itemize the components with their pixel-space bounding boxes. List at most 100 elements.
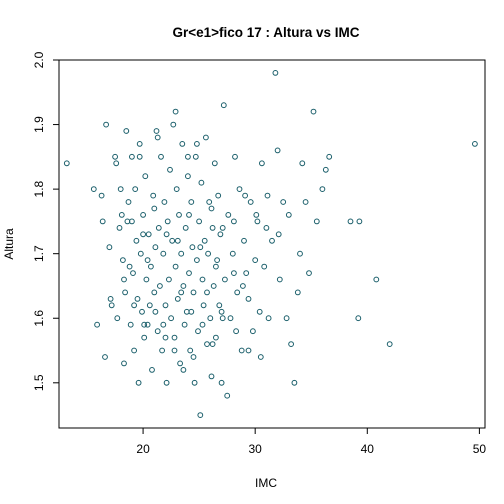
data-point: [151, 205, 158, 212]
data-point: [242, 192, 249, 199]
data-point: [158, 153, 164, 160]
data-point: [141, 334, 148, 341]
data-point: [195, 328, 201, 335]
data-points: [63, 70, 478, 419]
data-point: [162, 334, 169, 341]
x-tick-label: 30: [249, 442, 263, 456]
data-point: [215, 192, 222, 199]
data-point: [159, 347, 166, 354]
data-point: [200, 302, 207, 309]
data-point: [135, 379, 142, 386]
data-point: [276, 276, 283, 283]
data-point: [261, 263, 268, 270]
data-point: [322, 166, 329, 173]
data-point: [310, 108, 317, 115]
x-axis-label: IMC: [255, 476, 277, 490]
data-point: [220, 102, 227, 109]
data-point: [174, 237, 181, 244]
data-point: [313, 218, 320, 225]
data-point: [280, 199, 287, 205]
data-point: [356, 218, 363, 225]
data-point: [148, 263, 154, 270]
data-point: [233, 328, 240, 335]
y-tick-label: 2.0: [32, 51, 46, 68]
data-point: [204, 341, 210, 348]
data-point: [126, 263, 133, 270]
data-point: [145, 231, 152, 238]
data-point: [210, 283, 217, 289]
data-point: [186, 212, 192, 218]
data-point: [181, 321, 188, 328]
data-point: [164, 218, 171, 225]
data-point: [131, 347, 138, 354]
data-point: [122, 289, 128, 296]
data-point: [240, 283, 246, 289]
y-tick-label: 1.5: [32, 374, 46, 391]
data-point: [136, 141, 143, 147]
data-point: [140, 231, 147, 238]
data-point: [224, 392, 231, 399]
data-point: [198, 179, 205, 186]
data-point: [355, 315, 362, 322]
x-axis: 20 30 40 50: [136, 427, 486, 456]
data-point: [189, 244, 196, 251]
data-point: [231, 218, 237, 225]
data-point: [190, 354, 197, 360]
data-point: [121, 360, 127, 367]
data-point: [129, 218, 135, 225]
data-point: [205, 250, 212, 257]
data-point: [190, 289, 197, 296]
data-point: [201, 237, 208, 244]
data-point: [188, 308, 195, 315]
data-point: [121, 276, 127, 283]
data-point: [274, 147, 281, 154]
data-point: [256, 308, 263, 315]
data-point: [154, 328, 161, 335]
data-point: [188, 199, 195, 205]
data-point: [133, 237, 140, 244]
data-point: [204, 289, 210, 296]
data-point: [245, 347, 252, 354]
y-axis: 1.5 1.6 1.7 1.8 1.9 2.0: [32, 51, 60, 391]
x-tick-label: 20: [136, 442, 150, 456]
data-point: [140, 212, 147, 218]
data-point: [125, 199, 132, 205]
data-point: [253, 212, 260, 218]
data-point: [155, 225, 162, 231]
data-point: [199, 276, 206, 283]
data-point: [191, 379, 198, 386]
data-point: [179, 141, 186, 147]
data-point: [208, 373, 215, 380]
data-point: [154, 134, 161, 141]
data-point: [168, 315, 175, 322]
data-point: [160, 250, 167, 257]
data-point: [143, 276, 150, 283]
data-point: [208, 205, 215, 212]
data-point: [241, 237, 247, 244]
data-point: [236, 186, 243, 193]
data-point: [302, 199, 309, 205]
data-point: [250, 328, 256, 335]
data-point: [144, 321, 151, 328]
data-point: [245, 296, 252, 302]
data-point: [229, 250, 236, 257]
y-tick-label: 1.9: [32, 116, 46, 133]
data-point: [131, 302, 138, 309]
data-point: [99, 218, 106, 225]
data-point: [213, 263, 219, 270]
data-point: [142, 173, 149, 180]
data-point: [206, 199, 213, 205]
data-point: [216, 302, 223, 309]
data-point: [169, 237, 176, 244]
x-tick-label: 40: [361, 442, 375, 456]
data-point: [123, 128, 130, 134]
data-point: [144, 257, 151, 264]
data-point: [174, 296, 181, 302]
data-point: [472, 141, 478, 147]
data-point: [347, 218, 354, 225]
data-point: [118, 212, 125, 218]
data-point: [167, 166, 173, 173]
data-point: [194, 257, 200, 264]
data-point: [203, 134, 209, 141]
